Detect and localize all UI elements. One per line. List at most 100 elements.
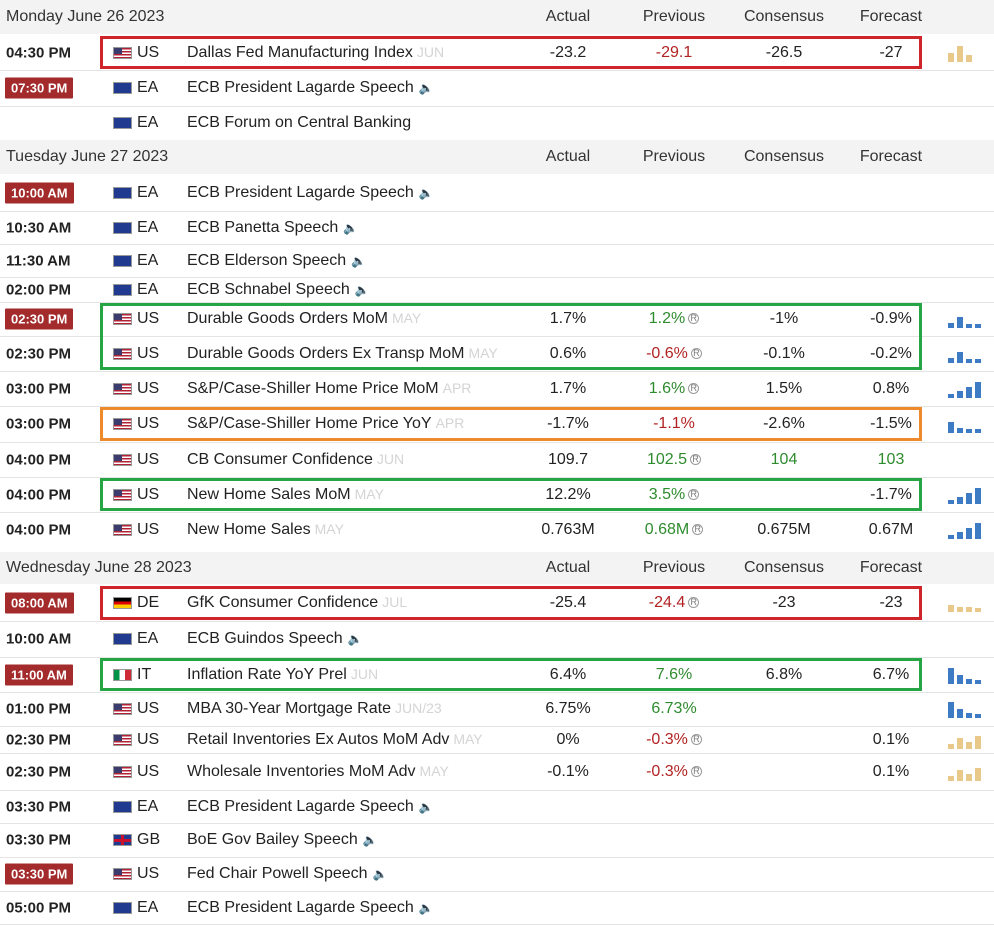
column-header-previous[interactable]: Previous [642,8,706,25]
previous-text: 1.6% [648,379,686,397]
event-row[interactable]: 03:30 PM EA ECB President Lagarde Speech 🔈 [0,790,994,824]
event-title[interactable]: ECB President Lagarde Speech [187,898,414,916]
event-name[interactable]: New Home Sales MoM MAY [187,486,384,504]
event-title[interactable]: ECB Schnabel Speech [187,280,350,298]
event-row[interactable]: 03:00 PM US S&P/Case-Shiller Home Price Mo… [0,371,994,407]
event-title[interactable]: Durable Goods Orders Ex Transp MoM [187,344,465,362]
event-title[interactable]: GfK Consumer Confidence [187,594,379,611]
event-title[interactable]: ECB President Lagarde Speech [187,797,414,815]
column-header-consensus[interactable]: Consensus [743,148,825,165]
event-name[interactable]: Durable Goods Orders Ex Transp MoM MAY [187,345,498,363]
event-name[interactable]: Retail Inventories Ex Autos MoM Adv MAY [187,731,483,749]
event-row[interactable]: 10:00 AM EA ECB President Lagarde Speech 🔈 [0,175,994,212]
consensus-value: -2.6% [729,415,839,433]
event-title[interactable]: S&P/Case-Shiller Home Price MoM [187,379,439,397]
event-title[interactable]: CB Consumer Confidence [187,450,373,468]
event-name[interactable]: ECB Panetta Speech 🔈 [187,219,358,237]
event-name[interactable]: Fed Chair Powell Speech 🔈 [187,865,388,883]
event-name[interactable]: BoE Gov Bailey Speech 🔈 [187,831,378,849]
event-row[interactable]: 04:00 PM US New Home Sales MAY 0.763M 0.68M R 0… [0,512,994,548]
forecast-value: 103 [836,451,946,469]
event-time: 10:00 AM [6,630,72,648]
flag-us-icon [113,733,132,746]
event-name[interactable]: GfK Consumer Confidence JUL [187,594,407,612]
event-title[interactable]: Inflation Rate YoY Prel [187,665,347,683]
flag-us-icon [113,868,132,880]
event-name[interactable]: S&P/Case-Shiller Home Price YoY APR [187,415,464,433]
event-row[interactable]: 07:30 PM EA ECB President Lagarde Speech 🔈 [0,70,994,107]
event-time: 04:00 PM [6,486,72,503]
event-row[interactable]: 04:00 PM US CB Consumer Confidence JUN 109.7… [0,442,994,478]
event-name[interactable]: ECB President Lagarde Speech 🔈 [187,798,434,816]
event-title[interactable]: BoE Gov Bailey Speech [187,831,358,848]
event-title[interactable]: Retail Inventories Ex Autos MoM Adv [187,730,450,748]
event-row[interactable]: 10:30 AM EA ECB Panetta Speech 🔈 [0,211,994,245]
event-name[interactable]: Inflation Rate YoY Prel JUN [187,666,378,684]
event-row[interactable]: 01:00 PM US MBA 30-Year Mortgage Rate JUN/2… [0,692,994,727]
flag-us-icon [113,313,132,325]
event-row[interactable]: 04:30 PM US Dallas Fed Manufacturing Index… [0,35,994,71]
event-name[interactable]: S&P/Case-Shiller Home Price MoM APR [187,380,471,398]
column-header-consensus[interactable]: Consensus [743,559,825,576]
event-title[interactable]: Dallas Fed Manufacturing Index [187,43,413,61]
event-name[interactable]: Dallas Fed Manufacturing Index JUN [187,44,444,62]
event-row[interactable]: 02:30 PM US Wholesale Inventories MoM Adv M… [0,753,994,791]
speaker-icon: 🔈 [418,186,434,200]
event-title[interactable]: ECB Elderson Speech [187,251,347,269]
event-title[interactable]: S&P/Case-Shiller Home Price YoY [187,415,432,432]
event-name[interactable]: ECB President Lagarde Speech 🔈 [187,899,434,917]
event-name[interactable]: ECB President Lagarde Speech 🔈 [187,184,434,202]
event-row[interactable]: 11:30 AM EA ECB Elderson Speech 🔈 [0,244,994,278]
event-row[interactable]: 02:30 PM US Durable Goods Orders MoM MAY 1.7… [0,302,994,337]
column-header-previous[interactable]: Previous [642,559,706,576]
event-row[interactable]: 03:30 PM GB BoE Gov Bailey Speech 🔈 [0,823,994,858]
event-row[interactable]: EA ECB Forum on Central Banking [0,106,994,140]
event-title[interactable]: Durable Goods Orders MoM [187,310,388,327]
event-title[interactable]: ECB Panetta Speech [187,218,339,236]
event-name[interactable]: Wholesale Inventories MoM Adv MAY [187,763,449,781]
column-header-previous[interactable]: Previous [642,148,706,165]
event-title[interactable]: ECB President Lagarde Speech [187,79,414,96]
event-name[interactable]: New Home Sales MAY [187,521,344,539]
event-title[interactable]: MBA 30-Year Mortgage Rate [187,700,391,717]
event-name[interactable]: ECB Elderson Speech 🔈 [187,252,366,270]
event-row[interactable]: 02:30 PM US Retail Inventories Ex Autos Mo… [0,726,994,754]
column-header-forecast[interactable]: Forecast [859,148,923,165]
event-row[interactable]: 03:30 PM US Fed Chair Powell Speech 🔈 [0,857,994,892]
event-title[interactable]: New Home Sales [187,521,311,538]
flag-us-icon [113,524,132,536]
event-title[interactable]: Fed Chair Powell Speech [187,865,368,882]
sparkline-bar [975,523,981,539]
previous-text: -1.1% [653,415,695,432]
column-header-actual[interactable]: Actual [545,8,591,25]
country-code: US [137,450,160,468]
event-name[interactable]: ECB Guindos Speech 🔈 [187,630,363,648]
event-row[interactable]: 04:00 PM US New Home Sales MoM MAY 12.2% 3.5%… [0,477,994,513]
event-title[interactable]: ECB Guindos Speech [187,630,343,647]
event-row[interactable]: 10:00 AM EA ECB Guindos Speech 🔈 [0,621,994,658]
sparkline-bar [966,773,972,781]
event-title[interactable]: New Home Sales MoM [187,485,351,503]
event-name[interactable]: MBA 30-Year Mortgage Rate JUN/23 [187,700,442,718]
sparkline-bar [957,709,963,718]
event-row[interactable]: 08:00 AM DE GfK Consumer Confidence JUL -25.… [0,585,994,622]
event-name[interactable]: ECB President Lagarde Speech 🔈 [187,79,434,97]
event-name[interactable]: ECB Forum on Central Banking [187,114,411,132]
event-name[interactable]: ECB Schnabel Speech 🔈 [187,281,370,299]
column-header-actual[interactable]: Actual [545,148,591,165]
column-header-forecast[interactable]: Forecast [859,559,923,576]
column-header-consensus[interactable]: Consensus [743,8,825,25]
event-title[interactable]: ECB Forum on Central Banking [187,114,412,131]
flag-de-icon [113,597,132,609]
event-title[interactable]: ECB President Lagarde Speech [187,184,414,201]
column-header-forecast[interactable]: Forecast [859,8,923,25]
event-name[interactable]: Durable Goods Orders MoM MAY [187,310,421,328]
event-row[interactable]: 03:00 PM US S&P/Case-Shiller Home Price Yo… [0,406,994,443]
event-name[interactable]: CB Consumer Confidence JUN [187,451,404,469]
event-title[interactable]: Wholesale Inventories MoM Adv [187,762,416,780]
event-row[interactable]: 11:00 AM IT Inflation Rate YoY Prel JUN 6.4%… [0,657,994,693]
event-row[interactable]: 02:30 PM US Durable Goods Orders Ex Transp… [0,336,994,372]
event-row[interactable]: 05:00 PM EA ECB President Lagarde Speech 🔈 [0,891,994,925]
event-row[interactable]: 02:00 PM EA ECB Schnabel Speech 🔈 [0,277,994,303]
column-header-actual[interactable]: Actual [545,559,591,576]
